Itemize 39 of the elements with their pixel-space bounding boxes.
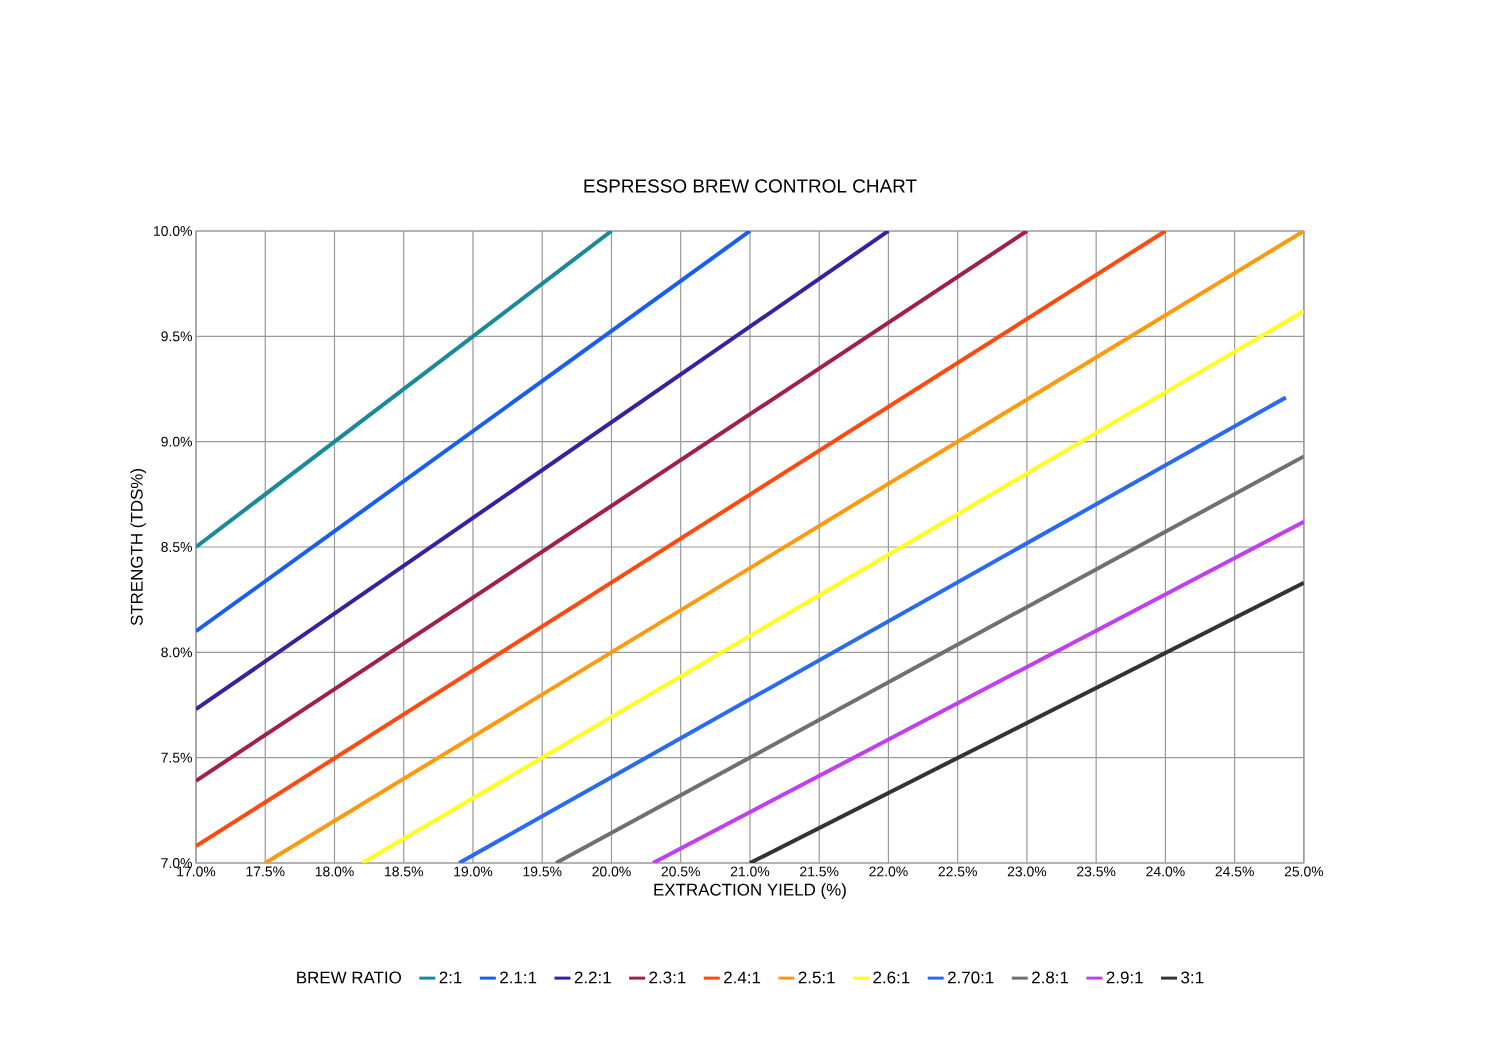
x-tick-label: 22.5%	[938, 866, 977, 877]
y-tick-label: 8.5%	[161, 542, 192, 552]
y-tick-label: 8.0%	[161, 647, 192, 658]
x-tick-label: 23.5%	[1077, 866, 1116, 877]
legend-label: 2.8:1	[1032, 971, 1069, 984]
y-tick-label: 7.5%	[161, 752, 192, 763]
y-tick-label: 9.5%	[161, 331, 192, 342]
legend-label: 3:1	[1181, 971, 1204, 984]
legend-label: 2.70:1	[948, 971, 994, 984]
x-tick-label: 19.0%	[454, 866, 493, 877]
x-tick-label: 24.0%	[1146, 866, 1185, 877]
y-tick-label: 7.0%	[161, 858, 192, 868]
legend-label: 2.5:1	[798, 971, 835, 984]
x-tick-label: 24.5%	[1215, 866, 1254, 877]
x-axis-title: EXTRACTION YIELD (%)	[654, 883, 846, 900]
y-axis-title: STRENGTH (TDS%)	[130, 469, 147, 626]
legend-label: 2.1:1	[500, 971, 537, 984]
x-tick-label: 21.0%	[730, 866, 770, 877]
x-tick-label: 17.0%	[177, 866, 216, 877]
x-tick-label: 17.5%	[246, 866, 285, 877]
x-tick-label: 18.0%	[315, 866, 354, 877]
x-tick-label: 20.0%	[592, 866, 631, 877]
x-tick-label: 19.5%	[523, 866, 562, 877]
legend-label: 2.6:1	[873, 971, 910, 984]
legend-title: BREW RATIO	[297, 971, 402, 984]
x-tick-label: 18.5%	[385, 866, 424, 877]
legend-label: 2.3:1	[649, 971, 686, 984]
legend-label: 2.4:1	[724, 971, 761, 984]
y-tick-label: 9.0%	[161, 436, 192, 447]
legend-label: 2.9:1	[1106, 971, 1143, 984]
x-tick-label: 22.0%	[869, 866, 908, 877]
y-tick-label: 10.0%	[154, 226, 192, 236]
legend-label: 2.2:1	[574, 971, 611, 984]
legend-label: 2:1	[439, 971, 462, 984]
x-tick-label: 21.5%	[800, 866, 839, 877]
chart-title: ESPRESSO BREW CONTROL CHART	[584, 179, 917, 193]
x-tick-label: 25.0%	[1284, 866, 1324, 877]
x-tick-label: 23.0%	[1007, 866, 1047, 877]
x-tick-label: 20.5%	[661, 866, 700, 877]
